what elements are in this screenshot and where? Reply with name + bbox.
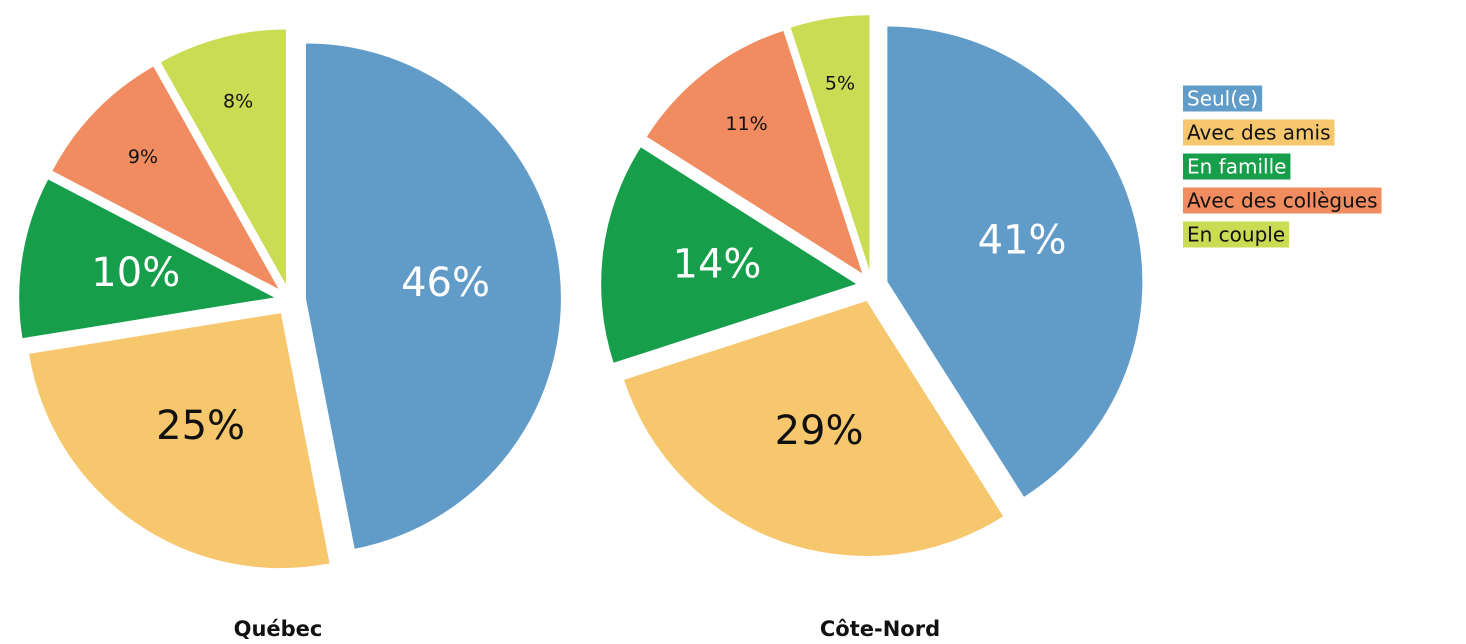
slice-label: 9%: [128, 146, 158, 168]
legend-swatch: [1183, 221, 1290, 248]
slice-label: 25%: [156, 403, 245, 449]
legend-swatch: [1183, 153, 1291, 180]
slice-label: 29%: [775, 408, 864, 454]
pie-slice: [624, 301, 1004, 557]
pie-slice: [887, 26, 1143, 497]
slice-label: 14%: [673, 241, 762, 287]
legend-label: Avec des collègues: [1187, 189, 1378, 213]
slice-label: 41%: [978, 217, 1067, 263]
legend-label: Avec des amis: [1187, 121, 1331, 145]
slice-label: 5%: [825, 72, 855, 94]
pie-slice: [160, 29, 286, 285]
pie-slice: [29, 313, 330, 569]
legend-label: En couple: [1187, 223, 1285, 247]
pie-slice: [52, 66, 279, 289]
legend-swatch: [1183, 187, 1382, 214]
pie-slice: [790, 15, 870, 271]
slice-label: 46%: [401, 260, 490, 306]
pie-slice: [305, 43, 561, 549]
slice-label: 10%: [91, 250, 180, 296]
pie-slice: [19, 179, 275, 339]
chart-title: Côte-Nord: [820, 617, 940, 641]
slice-label: 11%: [725, 113, 767, 135]
legend-swatch: [1183, 119, 1335, 146]
pie-slice: [601, 147, 857, 363]
legend-label: Seul(e): [1187, 87, 1258, 111]
legend-label: En famille: [1187, 155, 1286, 179]
chart-title: Québec: [234, 617, 323, 641]
pie-slice: [646, 30, 863, 274]
slice-label: 8%: [223, 90, 253, 112]
legend-swatch: [1183, 85, 1263, 112]
